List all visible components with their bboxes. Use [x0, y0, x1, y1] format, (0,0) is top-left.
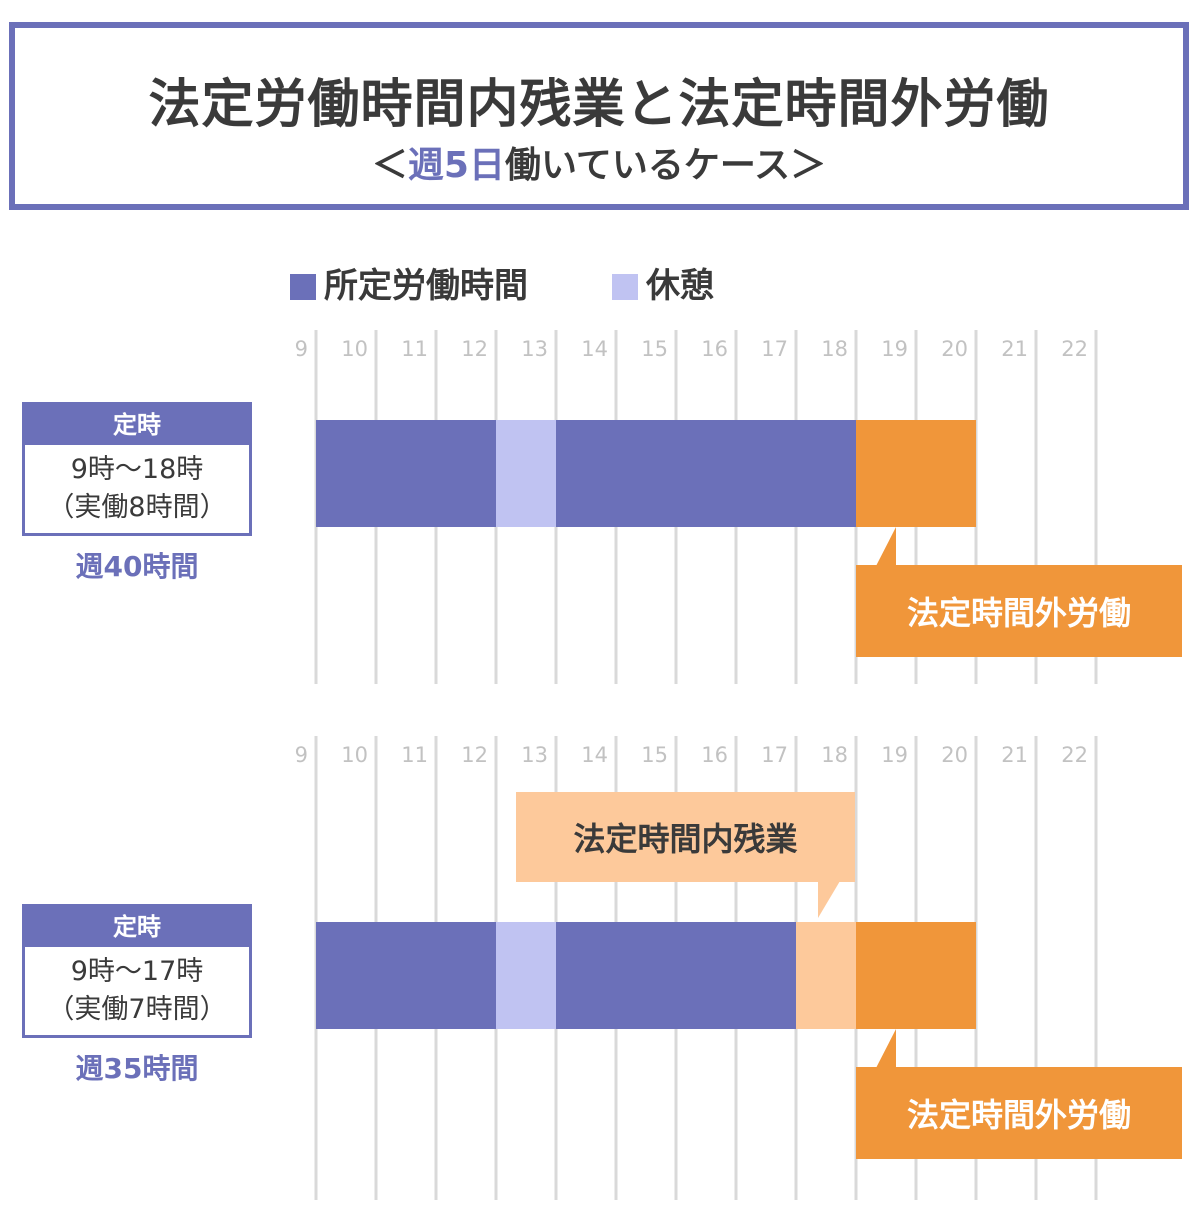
page-subtitle: ＜週5日働いているケース＞: [15, 136, 1183, 188]
tick-label: 13: [521, 337, 548, 361]
tick-label: 10: [341, 743, 368, 767]
tick-label: 12: [461, 337, 488, 361]
callout-out-overtime-2: 法定時間外労働: [856, 1067, 1182, 1159]
tick-label: 15: [641, 743, 668, 767]
case-1-head: 定時: [25, 405, 249, 445]
tick-label: 12: [461, 743, 488, 767]
subtitle-highlight: 週5日: [407, 145, 505, 186]
tick-label: 17: [761, 337, 788, 361]
tick-label: 14: [581, 337, 608, 361]
case-2-head: 定時: [25, 907, 249, 947]
callout-out-overtime-1: 法定時間外労働: [856, 565, 1182, 657]
tick-label: 22: [1061, 743, 1088, 767]
tick-label: 16: [701, 743, 728, 767]
case-2-hours: 9時〜17時: [70, 956, 204, 987]
bar-segment-scheduled: [556, 922, 796, 1029]
tick-label: 21: [1001, 337, 1028, 361]
tick-label: 11: [401, 337, 428, 361]
subtitle-close: ＞: [790, 145, 827, 186]
tick-label: 20: [941, 743, 968, 767]
legend-label-scheduled: 所定労働時間: [324, 266, 528, 306]
callout-pointer: [876, 1029, 896, 1068]
bar-segment-scheduled: [316, 922, 496, 1029]
bar-segment-break: [496, 420, 556, 527]
tick-label: 17: [761, 743, 788, 767]
tick-label: 14: [581, 743, 608, 767]
legend-swatch-scheduled: [290, 274, 316, 300]
bar-segment-break: [496, 922, 556, 1029]
legend-label-break: 休憩: [646, 266, 714, 306]
case-1-weekly-hours: 週40時間: [75, 550, 199, 583]
tick-label: 21: [1001, 743, 1028, 767]
legend-swatch-break: [612, 274, 638, 300]
tick-label: 18: [821, 743, 848, 767]
tick-label: 16: [701, 337, 728, 361]
bar-segment-out-overtime: [856, 922, 976, 1029]
bar-segment-in-overtime: [796, 922, 856, 1029]
tick-label: 18: [821, 337, 848, 361]
tick-label: 15: [641, 337, 668, 361]
tick-label: 9: [295, 743, 308, 767]
title-box: 法定労働時間内残業と法定時間外労働 ＜週5日働いているケース＞: [9, 22, 1189, 210]
tick-label: 20: [941, 337, 968, 361]
tick-label: 22: [1061, 337, 1088, 361]
tick-label: 9: [295, 337, 308, 361]
case-1-hours: 9時〜18時: [70, 454, 204, 485]
tick-label: 11: [401, 743, 428, 767]
tick-label: 19: [881, 337, 908, 361]
tick-label: 13: [521, 743, 548, 767]
bar-segment-out-overtime: [856, 420, 976, 527]
tick-label: 19: [881, 743, 908, 767]
subtitle-rest: 働いているケース: [504, 145, 791, 186]
case-1-actual: （実働8時間）: [47, 492, 227, 523]
case-2-weekly-hours: 週35時間: [75, 1052, 199, 1085]
case-2-actual: （実働7時間）: [47, 994, 227, 1025]
tick-label: 10: [341, 337, 368, 361]
subtitle-open: ＜: [371, 145, 408, 186]
callout-pointer: [876, 527, 896, 566]
callout-pointer: [818, 881, 840, 918]
bar-segment-scheduled: [316, 420, 496, 527]
case-box-2: 定時 9時〜17時 （実働7時間）: [22, 904, 252, 1038]
page-title: 法定労働時間内残業と法定時間外労働: [148, 75, 1050, 135]
case-box-1: 定時 9時〜18時 （実働8時間）: [22, 402, 252, 536]
callout-in-overtime-2: 法定時間内残業: [516, 792, 855, 882]
bar-segment-scheduled: [556, 420, 856, 527]
